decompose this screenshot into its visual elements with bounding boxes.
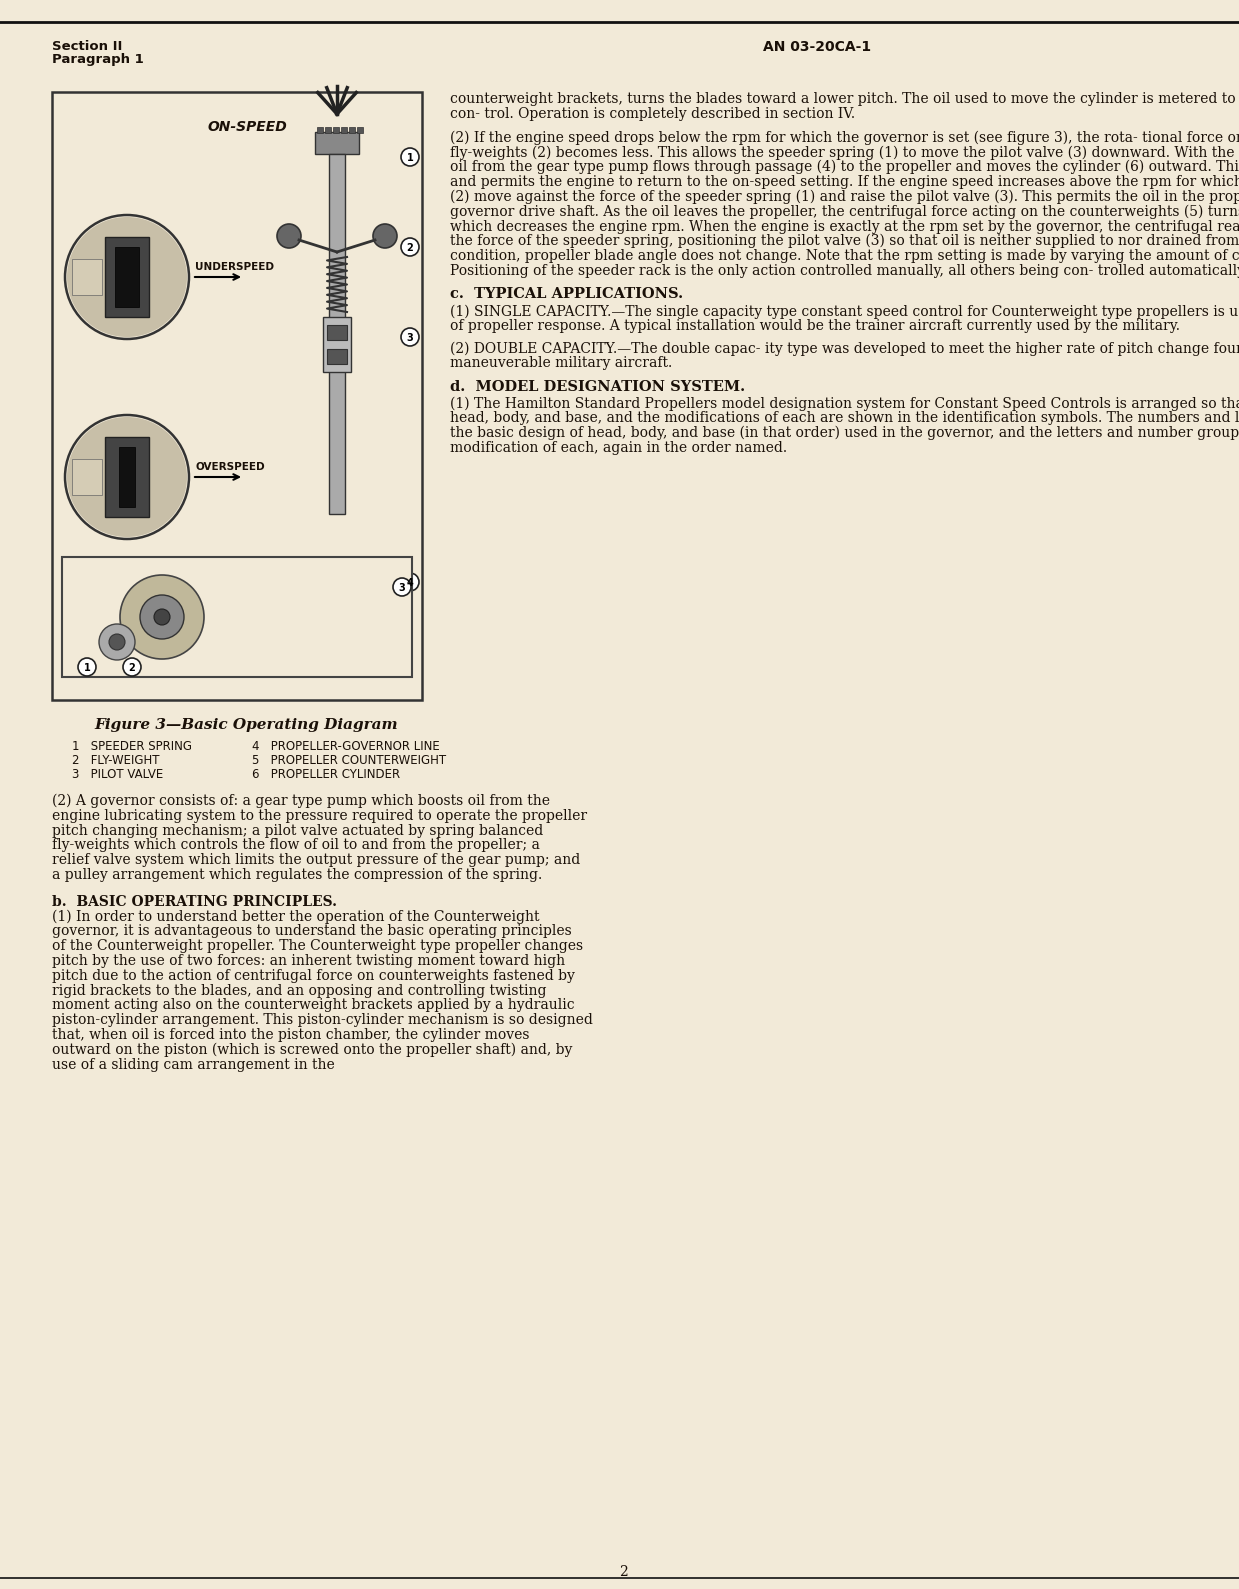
Circle shape: [67, 218, 187, 337]
Text: 1   SPEEDER SPRING: 1 SPEEDER SPRING: [72, 740, 192, 753]
Text: pitch due to the action of centrifugal force on counterweights fastened by: pitch due to the action of centrifugal f…: [52, 969, 575, 984]
Bar: [317, 127, 323, 133]
Text: pitch changing mechanism; a pilot valve actuated by spring balanced: pitch changing mechanism; a pilot valve …: [52, 823, 543, 837]
Text: modification of each, again in the order named.: modification of each, again in the order…: [450, 440, 787, 454]
Circle shape: [154, 609, 170, 624]
Text: engine lubricating system to the pressure required to operate the propeller: engine lubricating system to the pressur…: [52, 809, 587, 823]
Text: a pulley arrangement which regulates the compression of the spring.: a pulley arrangement which regulates the…: [52, 868, 543, 882]
Text: head, body, and base, and the modifications of each are shown in the identificat: head, body, and base, and the modificati…: [450, 412, 1239, 426]
Text: condition, propeller blade angle does not change. Note that the rpm setting is m: condition, propeller blade angle does no…: [450, 249, 1239, 262]
Text: (2) If the engine speed drops below the rpm for which the governor is set (see f: (2) If the engine speed drops below the …: [450, 130, 1239, 145]
Text: (1) The Hamilton Standard Propellers model designation system for Constant Speed: (1) The Hamilton Standard Propellers mod…: [450, 396, 1239, 412]
Text: (1) In order to understand better the operation of the Counterweight: (1) In order to understand better the op…: [52, 909, 539, 923]
Text: fly-weights (2) becomes less. This allows the speeder spring (1) to move the pil: fly-weights (2) becomes less. This allow…: [450, 145, 1239, 159]
Text: c.  TYPICAL APPLICATIONS.: c. TYPICAL APPLICATIONS.: [450, 288, 683, 302]
Bar: [72, 259, 102, 296]
Bar: [52, 92, 422, 701]
Text: (2) A governor consists of: a gear type pump which boosts oil from the: (2) A governor consists of: a gear type …: [52, 794, 550, 809]
Text: fly-weights which controls the flow of oil to and from the propeller; a: fly-weights which controls the flow of o…: [52, 839, 540, 852]
Text: relief valve system which limits the output pressure of the gear pump; and: relief valve system which limits the out…: [52, 853, 580, 868]
Text: the force of the speeder spring, positioning the pilot valve (3) so that oil is : the force of the speeder spring, positio…: [450, 234, 1239, 248]
Text: pitch by the use of two forces: an inherent twisting moment toward high: pitch by the use of two forces: an inher…: [52, 953, 565, 968]
Bar: [325, 127, 331, 133]
Circle shape: [120, 575, 204, 659]
Text: Positioning of the speeder rack is the only action controlled manually, all othe: Positioning of the speeder rack is the o…: [450, 264, 1239, 278]
Circle shape: [99, 624, 135, 659]
Text: Section II: Section II: [52, 40, 123, 52]
Circle shape: [401, 574, 419, 591]
Text: ON-SPEED: ON-SPEED: [207, 121, 286, 133]
Text: moment acting also on the counterweight brackets applied by a hydraulic: moment acting also on the counterweight …: [52, 998, 575, 1012]
Circle shape: [373, 224, 396, 248]
Text: b.  BASIC OPERATING PRINCIPLES.: b. BASIC OPERATING PRINCIPLES.: [52, 895, 337, 909]
Bar: [333, 127, 339, 133]
Text: AN 03-20CA-1: AN 03-20CA-1: [763, 40, 871, 54]
Text: OVERSPEED: OVERSPEED: [195, 462, 265, 472]
Text: 3: 3: [399, 583, 405, 593]
Text: outward on the piston (which is screwed onto the propeller shaft) and, by: outward on the piston (which is screwed …: [52, 1042, 572, 1057]
Text: 2: 2: [620, 1565, 628, 1579]
Text: 3   PILOT VALVE: 3 PILOT VALVE: [72, 767, 164, 782]
Text: that, when oil is forced into the piston chamber, the cylinder moves: that, when oil is forced into the piston…: [52, 1028, 529, 1042]
Text: 5   PROPELLER COUNTERWEIGHT: 5 PROPELLER COUNTERWEIGHT: [252, 755, 446, 767]
Text: (2) move against the force of the speeder spring (1) and raise the pilot valve (: (2) move against the force of the speede…: [450, 189, 1239, 203]
Text: 2: 2: [406, 243, 414, 253]
Text: of propeller response. A typical installation would be the trainer aircraft curr: of propeller response. A typical install…: [450, 319, 1180, 334]
Text: counterweight brackets, turns the blades toward a lower pitch. The oil used to m: counterweight brackets, turns the blades…: [450, 92, 1239, 106]
Bar: [357, 127, 363, 133]
Bar: [330, 154, 344, 513]
Text: of the Counterweight propeller. The Counterweight type propeller changes: of the Counterweight propeller. The Coun…: [52, 939, 584, 953]
Bar: [349, 127, 356, 133]
Bar: [62, 558, 413, 677]
Bar: [327, 326, 347, 340]
Bar: [323, 316, 351, 372]
Circle shape: [78, 658, 95, 675]
Text: UNDERSPEED: UNDERSPEED: [195, 262, 274, 272]
Text: 6   PROPELLER CYLINDER: 6 PROPELLER CYLINDER: [252, 767, 400, 782]
Text: which decreases the engine rpm. When the engine is exactly at the rpm set by the: which decreases the engine rpm. When the…: [450, 219, 1239, 234]
Text: piston-cylinder arrangement. This piston-cylinder mechanism is so designed: piston-cylinder arrangement. This piston…: [52, 1014, 593, 1026]
Text: and permits the engine to return to the on-speed setting. If the engine speed in: and permits the engine to return to the …: [450, 175, 1239, 189]
Bar: [315, 132, 359, 154]
Circle shape: [393, 578, 411, 596]
Bar: [105, 437, 149, 516]
Text: 4   PROPELLER-GOVERNOR LINE: 4 PROPELLER-GOVERNOR LINE: [252, 740, 440, 753]
Text: 1: 1: [83, 663, 90, 674]
Text: oil from the gear type pump flows through passage (4) to the propeller and moves: oil from the gear type pump flows throug…: [450, 160, 1239, 175]
Text: 2   FLY-WEIGHT: 2 FLY-WEIGHT: [72, 755, 160, 767]
Text: d.  MODEL DESIGNATION SYSTEM.: d. MODEL DESIGNATION SYSTEM.: [450, 380, 745, 394]
Bar: [341, 127, 347, 133]
Text: 4: 4: [406, 578, 414, 588]
Circle shape: [278, 224, 301, 248]
Circle shape: [401, 238, 419, 256]
Text: Paragraph 1: Paragraph 1: [52, 52, 144, 67]
Text: con- trol. Operation is completely described in section IV.: con- trol. Operation is completely descr…: [450, 106, 855, 121]
Bar: [105, 237, 149, 316]
Circle shape: [140, 594, 185, 639]
Text: 1: 1: [406, 153, 414, 164]
Text: maneuverable military aircraft.: maneuverable military aircraft.: [450, 356, 673, 370]
Bar: [327, 350, 347, 364]
Text: use of a sliding cam arrangement in the: use of a sliding cam arrangement in the: [52, 1058, 335, 1071]
Text: the basic design of head, body, and base (in that order) used in the governor, a: the basic design of head, body, and base…: [450, 426, 1239, 440]
Bar: [115, 246, 139, 307]
Bar: [72, 459, 102, 496]
Circle shape: [123, 658, 141, 675]
Circle shape: [109, 634, 125, 650]
Text: (2) DOUBLE CAPACITY.—The double capac- ity type was developed to meet the higher: (2) DOUBLE CAPACITY.—The double capac- i…: [450, 342, 1239, 356]
Text: Figure 3—Basic Operating Diagram: Figure 3—Basic Operating Diagram: [94, 718, 398, 733]
Circle shape: [67, 416, 187, 537]
Circle shape: [401, 148, 419, 165]
Text: 3: 3: [406, 334, 414, 343]
Bar: [119, 447, 135, 507]
Text: rigid brackets to the blades, and an opposing and controlling twisting: rigid brackets to the blades, and an opp…: [52, 984, 546, 998]
Text: governor drive shaft. As the oil leaves the propeller, the centrifugal force act: governor drive shaft. As the oil leaves …: [450, 205, 1239, 219]
Text: governor, it is advantageous to understand the basic operating principles: governor, it is advantageous to understa…: [52, 925, 571, 939]
Text: 2: 2: [129, 663, 135, 674]
Text: (1) SINGLE CAPACITY.—The single capacity type constant speed control for Counter: (1) SINGLE CAPACITY.—The single capacity…: [450, 303, 1239, 318]
Circle shape: [401, 327, 419, 346]
